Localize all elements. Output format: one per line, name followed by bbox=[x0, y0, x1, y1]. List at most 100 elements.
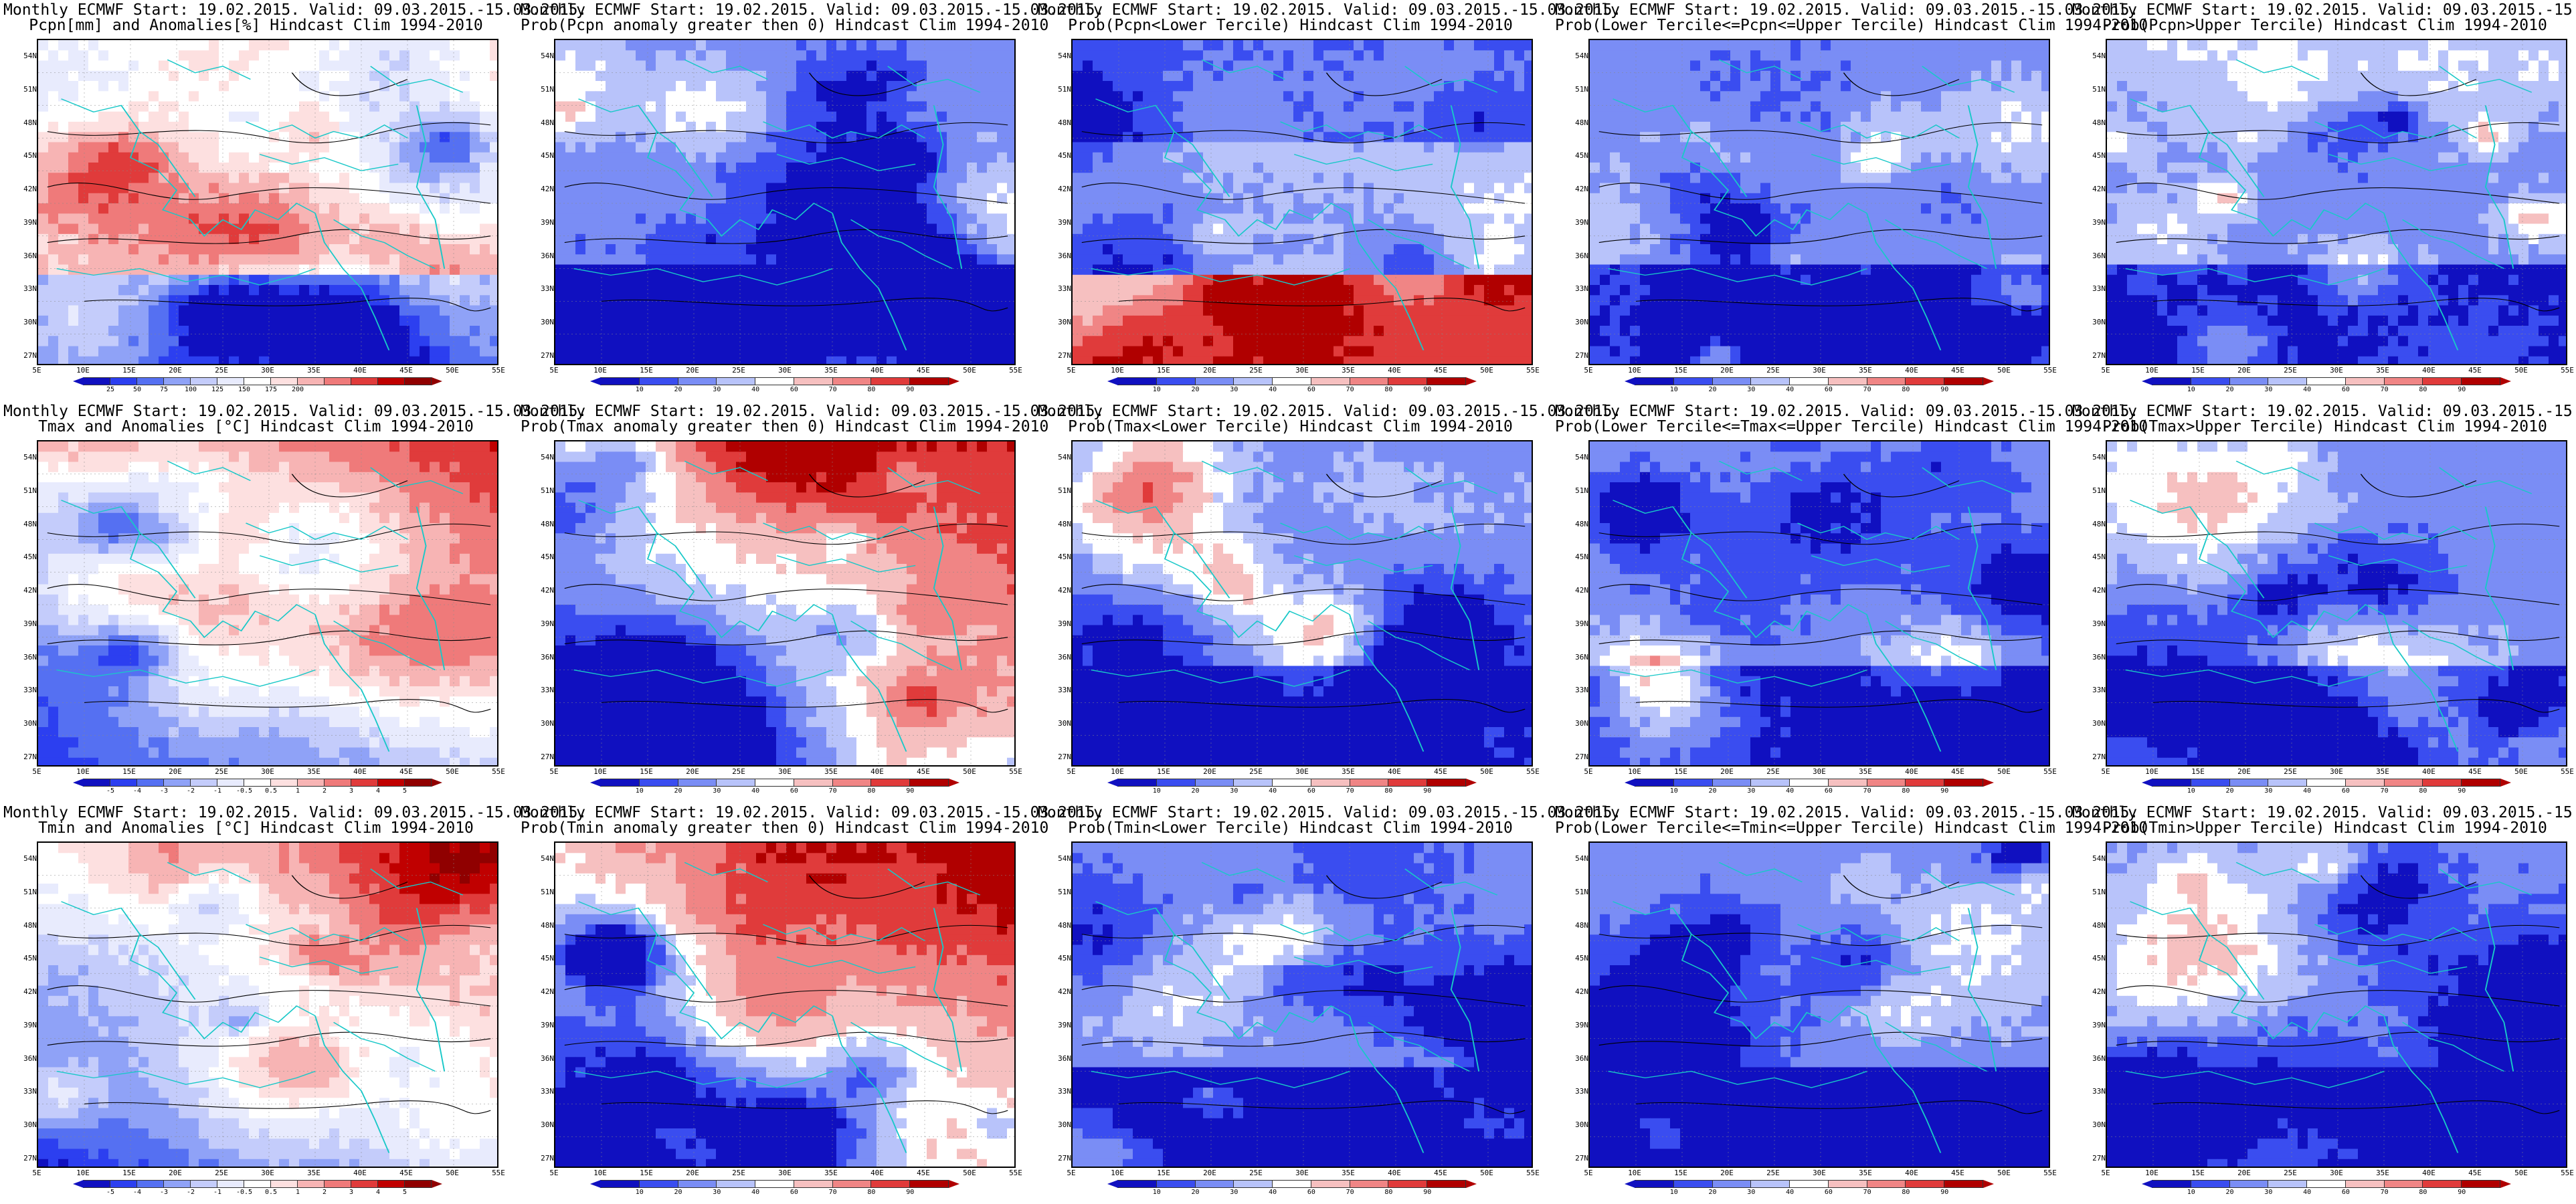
panel-title: Prob(Pcpn<Lower Tercile) Hindcast Clim 1… bbox=[1038, 17, 1543, 34]
colorbar: 10 20 30 40 60 70 80 90 bbox=[2142, 1180, 2511, 1197]
coastlines bbox=[1608, 862, 2015, 1153]
colorbar-swatch bbox=[324, 1180, 351, 1188]
x-tick-label: 5E bbox=[32, 367, 41, 375]
map-plot-area bbox=[1071, 841, 1533, 1168]
y-tick-label: 48N bbox=[1575, 118, 1588, 127]
graticule bbox=[1073, 843, 1532, 1167]
y-tick-label: 45N bbox=[2092, 152, 2106, 160]
colorbar-tick-labels: 10 20 30 40 60 70 80 90 bbox=[2152, 1189, 2500, 1197]
y-tick-label: 39N bbox=[23, 218, 37, 227]
y-axis-labels: 54N 51N 48N 45N 42N 39N 36N 33N 30N 27N bbox=[2072, 841, 2106, 1168]
x-tick-label: 45E bbox=[2468, 1169, 2482, 1177]
colorbar-swatches bbox=[83, 377, 432, 385]
y-tick-label: 42N bbox=[2092, 587, 2106, 595]
y-tick-label: 51N bbox=[1058, 888, 1071, 896]
colorbar-tick-label: 10 bbox=[636, 787, 644, 795]
x-tick-label: 55E bbox=[1526, 367, 1540, 375]
colorbar-swatches bbox=[600, 779, 949, 787]
x-tick-label: 5E bbox=[2101, 1169, 2110, 1177]
colorbar: 10 20 30 40 60 70 80 90 bbox=[1625, 779, 1994, 796]
colorbar-tick-label: 90 bbox=[1940, 787, 1948, 795]
colorbar-swatch bbox=[832, 1180, 872, 1188]
colorbar-swatch bbox=[163, 377, 191, 385]
x-tick-label: 35E bbox=[2376, 768, 2389, 776]
panel-header-line: Monthly ECMWF Start: 19.02.2015. Valid: … bbox=[1038, 804, 1621, 821]
y-tick-label: 48N bbox=[2092, 520, 2106, 528]
colorbar-tick-label: 70 bbox=[1346, 1189, 1354, 1196]
colorbar-tick-label: 30 bbox=[713, 1189, 721, 1196]
y-tick-label: 54N bbox=[1058, 454, 1071, 462]
x-tick-label: 35E bbox=[824, 768, 838, 776]
colorbar-swatch bbox=[600, 779, 640, 787]
colorbar-tick-label: 10 bbox=[1153, 787, 1161, 795]
colorbar-swatch bbox=[377, 1180, 405, 1188]
x-tick-label: 40E bbox=[870, 768, 884, 776]
colorbar-swatch bbox=[190, 377, 217, 385]
x-tick-label: 45E bbox=[917, 367, 930, 375]
x-tick-label: 40E bbox=[1388, 1169, 1401, 1177]
colorbar-swatch bbox=[324, 377, 351, 385]
y-tick-label: 48N bbox=[23, 520, 37, 528]
colorbar-tick-label: 30 bbox=[1747, 787, 1755, 795]
x-tick-label: 25E bbox=[1249, 1169, 1263, 1177]
colorbar-tick-label: 60 bbox=[790, 386, 798, 393]
colorbar-tick-label: 20 bbox=[1709, 1189, 1717, 1196]
x-tick-label: 30E bbox=[261, 367, 274, 375]
y-tick-label: 48N bbox=[1575, 520, 1588, 528]
x-tick-label: 20E bbox=[2237, 367, 2251, 375]
colorbar-swatch bbox=[1156, 1180, 1196, 1188]
y-tick-label: 54N bbox=[23, 52, 37, 60]
colorbar-swatch bbox=[677, 377, 717, 385]
colorbar-swatch bbox=[1388, 377, 1428, 385]
coastlines bbox=[1091, 59, 1498, 350]
colorbar-tick-labels: 10 20 30 40 60 70 80 90 bbox=[2152, 386, 2500, 394]
x-tick-label: 5E bbox=[2101, 768, 2110, 776]
x-tick-label: 15E bbox=[122, 367, 136, 375]
colorbar-swatch bbox=[2268, 779, 2308, 787]
x-axis-labels: 5E 10E 15E 20E 25E 30E 35E 40E 45E 50E 55E bbox=[1067, 768, 1540, 777]
y-tick-label: 30N bbox=[541, 720, 554, 728]
y-tick-label: 48N bbox=[541, 921, 554, 930]
colorbar: 10 20 30 40 60 70 80 90 bbox=[1107, 1180, 1477, 1197]
x-tick-label: 30E bbox=[778, 1169, 792, 1177]
colorbar-tick-label: -1 bbox=[213, 1189, 221, 1196]
x-tick-label: 15E bbox=[2191, 1169, 2205, 1177]
x-tick-label: 55E bbox=[1009, 1169, 1022, 1177]
colorbar-swatch bbox=[1789, 779, 1829, 787]
panel-header-line: Monthly ECMWF Start: 19.02.2015. Valid: … bbox=[3, 403, 587, 420]
contour-lines bbox=[1598, 875, 2043, 1114]
x-axis-labels: 5E 10E 15E 20E 25E 30E 35E 40E 45E 50E 55E bbox=[32, 768, 505, 777]
map-plot-area bbox=[1071, 39, 1533, 365]
colorbar-swatches bbox=[2152, 1180, 2501, 1188]
colorbar-swatch bbox=[1905, 1180, 1945, 1188]
y-tick-label: 39N bbox=[2092, 619, 2106, 628]
colorbar-swatch bbox=[244, 377, 271, 385]
x-tick-label: 30E bbox=[778, 367, 792, 375]
colorbar-tick-label: 70 bbox=[2381, 1189, 2389, 1196]
map-plot-area bbox=[1071, 440, 1533, 767]
y-tick-label: 39N bbox=[23, 619, 37, 628]
colorbar-tick-label: 20 bbox=[1192, 787, 1200, 795]
x-tick-label: 35E bbox=[2376, 1169, 2389, 1177]
colorbar-swatch bbox=[404, 779, 432, 787]
colorbar-tick-label: 40 bbox=[1786, 787, 1794, 795]
colorbar-tick-label: 40 bbox=[751, 1189, 759, 1196]
x-tick-label: 25E bbox=[732, 1169, 745, 1177]
colorbar-swatches bbox=[83, 1180, 432, 1188]
x-tick-label: 45E bbox=[1951, 1169, 1964, 1177]
colorbar-tick-label: 70 bbox=[1863, 1189, 1871, 1196]
y-tick-label: 27N bbox=[2092, 352, 2106, 360]
y-tick-label: 27N bbox=[1575, 1155, 1588, 1163]
colorbar-swatch bbox=[909, 1180, 949, 1188]
colorbar-swatch bbox=[1272, 377, 1311, 385]
map-panel: Monthly ECMWF Start: 19.02.2015. Valid: … bbox=[1038, 401, 1621, 796]
colorbar-swatch bbox=[2229, 1180, 2269, 1188]
y-tick-label: 42N bbox=[23, 988, 37, 996]
colorbar-swatch bbox=[2344, 377, 2385, 385]
colorbar-swatch bbox=[1712, 779, 1752, 787]
colorbar-tick-labels: 10 20 30 40 60 70 80 90 bbox=[1635, 1189, 1983, 1197]
colorbar-swatch bbox=[1635, 1180, 1674, 1188]
colorbar-swatch bbox=[1712, 377, 1752, 385]
colorbar-right-arrow bbox=[432, 1180, 442, 1188]
x-tick-label: 50E bbox=[1997, 367, 2011, 375]
